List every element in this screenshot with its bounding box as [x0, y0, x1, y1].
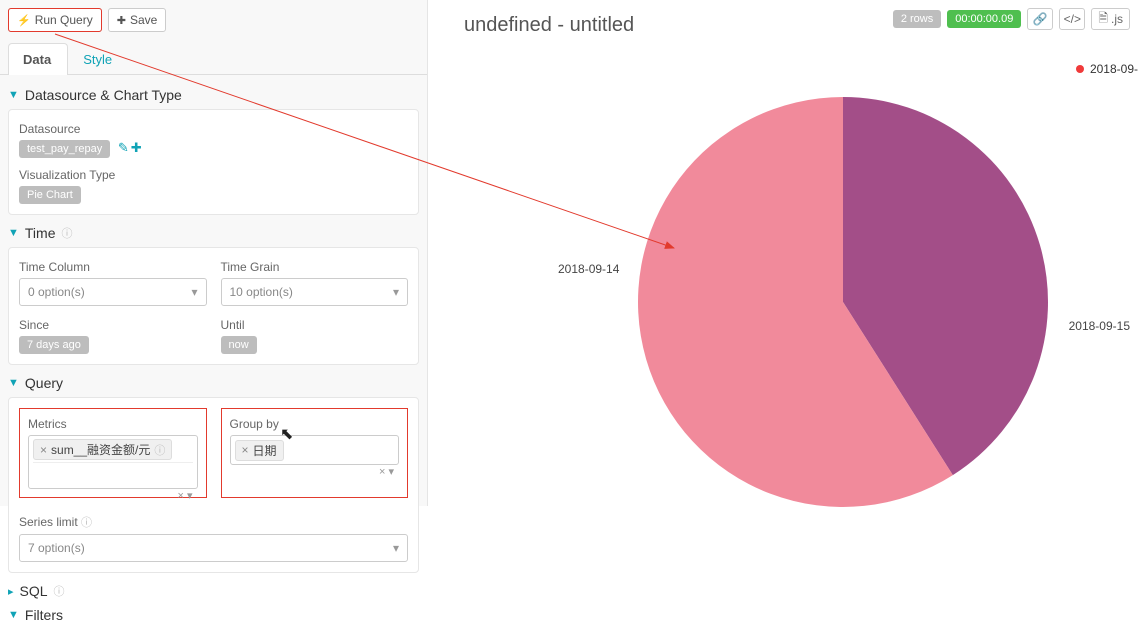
section-datasource-head[interactable]: ▼ Datasource & Chart Type: [8, 87, 419, 103]
chart-panel: undefined - untitled 2 rows 00:00:00.09 …: [428, 0, 1138, 506]
section-time-head[interactable]: ▼ Time ⓘ: [8, 225, 419, 241]
series-limit-placeholder: 7 option(s): [28, 541, 85, 555]
groupby-input[interactable]: × 日期 × ▾: [230, 435, 400, 465]
embed-icon[interactable]: </>: [1059, 8, 1085, 30]
json-button[interactable]: 🗎 .js: [1091, 8, 1130, 30]
until-value[interactable]: now: [221, 336, 257, 354]
time-grain-placeholder: 10 option(s): [230, 285, 293, 299]
groupby-label: Group by: [230, 417, 400, 431]
pie-label-right: 2018-09-15: [1069, 319, 1130, 333]
section-query-title: Query: [25, 375, 63, 391]
since-value[interactable]: 7 days ago: [19, 336, 89, 354]
plus-icon: ✚: [117, 14, 126, 27]
time-grain-select[interactable]: 10 option(s) ▾: [221, 278, 409, 306]
caret-down-icon: ▼: [8, 89, 19, 101]
info-icon: ⓘ: [54, 583, 65, 599]
section-query-body: Metrics × sum__融资金额/元 ⓘ × ▾ Group by: [8, 397, 419, 573]
tag-ctrl[interactable]: × ▾: [379, 465, 394, 478]
time-grain-label: Time Grain: [221, 260, 409, 274]
chevron-down-icon: ▾: [191, 285, 197, 299]
save-label: Save: [130, 13, 157, 27]
time-column-placeholder: 0 option(s): [28, 285, 85, 299]
json-label: .js: [1111, 12, 1123, 26]
metrics-label: Metrics: [28, 417, 198, 431]
viz-type-value[interactable]: Pie Chart: [19, 186, 81, 204]
groupby-tag[interactable]: × 日期: [235, 440, 284, 461]
chart-legend: 2018-09-: [1076, 62, 1138, 76]
section-sql-title: SQL: [20, 583, 48, 599]
series-limit-select[interactable]: 7 option(s) ▾: [19, 534, 408, 562]
series-limit-label: Series limit ⓘ: [19, 514, 408, 530]
chevron-down-icon: ▾: [393, 541, 399, 555]
datasource-label: Datasource: [19, 122, 408, 136]
status-row: 2 rows 00:00:00.09 🔗 </> 🗎 .js: [893, 8, 1130, 30]
groupby-tag-text: 日期: [253, 442, 277, 459]
caret-down-icon: ▼: [8, 609, 19, 621]
metrics-input[interactable]: × sum__融资金额/元 ⓘ × ▾: [28, 435, 198, 489]
caret-down-icon: ▼: [8, 227, 19, 239]
pie-label-left: 2018-09-14: [558, 262, 619, 276]
mouse-cursor-icon: ⬉: [280, 424, 293, 444]
groupby-highlight: Group by × 日期 × ▾: [221, 408, 409, 498]
since-label: Since: [19, 318, 207, 332]
section-filters-head[interactable]: ▼ Filters: [8, 607, 419, 623]
add-datasource-icon[interactable]: ✚: [131, 140, 142, 156]
lightning-icon: ⚡: [17, 14, 31, 27]
caret-right-icon: ▸: [8, 585, 14, 598]
edit-datasource-icon[interactable]: ✎: [118, 140, 129, 156]
tab-style[interactable]: Style: [68, 43, 129, 75]
section-filters-title: Filters: [25, 607, 63, 623]
pie-chart: 2018-09-14 2018-09-15: [628, 87, 1058, 517]
run-query-label: Run Query: [35, 13, 93, 27]
metrics-tag[interactable]: × sum__融资金额/元 ⓘ: [33, 439, 172, 460]
metrics-tag-text: sum__融资金额/元: [51, 441, 150, 458]
tab-data[interactable]: Data: [8, 43, 68, 75]
section-time-body: Time Column 0 option(s) ▾ Time Grain 10 …: [8, 247, 419, 365]
caret-down-icon: ▼: [8, 377, 19, 389]
pie-svg: [628, 87, 1058, 517]
info-icon: ⓘ: [154, 442, 165, 458]
time-column-select[interactable]: 0 option(s) ▾: [19, 278, 207, 306]
until-label: Until: [221, 318, 409, 332]
file-icon: 🗎: [1098, 9, 1108, 30]
left-panel: ⚡ Run Query ✚ Save Data Style ▼ Datasour…: [0, 0, 428, 506]
time-badge: 00:00:00.09: [947, 10, 1021, 28]
link-icon[interactable]: 🔗: [1027, 8, 1053, 30]
save-button[interactable]: ✚ Save: [108, 8, 167, 32]
section-query-head[interactable]: ▼ Query: [8, 375, 419, 391]
section-datasource-body: Datasource test_pay_repay ✎ ✚ Visualizat…: [8, 109, 419, 215]
time-column-label: Time Column: [19, 260, 207, 274]
info-icon: ⓘ: [61, 225, 72, 241]
datasource-value[interactable]: test_pay_repay: [19, 140, 110, 158]
remove-tag-icon[interactable]: ×: [40, 443, 47, 457]
section-time-title: Time: [25, 225, 56, 241]
rows-badge: 2 rows: [893, 10, 941, 28]
legend-label: 2018-09-: [1090, 62, 1138, 76]
section-datasource-title: Datasource & Chart Type: [25, 87, 182, 103]
run-query-button[interactable]: ⚡ Run Query: [8, 8, 102, 32]
info-icon: ⓘ: [81, 517, 92, 529]
chevron-down-icon: ▾: [393, 285, 399, 299]
legend-dot-icon: [1076, 65, 1084, 73]
section-sql-head[interactable]: ▸ SQL ⓘ: [8, 583, 419, 599]
metrics-highlight: Metrics × sum__融资金额/元 ⓘ × ▾: [19, 408, 207, 498]
viz-type-label: Visualization Type: [19, 168, 408, 182]
config-tabs: Data Style: [0, 42, 427, 75]
tag-ctrl[interactable]: × ▾: [177, 489, 192, 502]
remove-tag-icon[interactable]: ×: [242, 443, 249, 457]
